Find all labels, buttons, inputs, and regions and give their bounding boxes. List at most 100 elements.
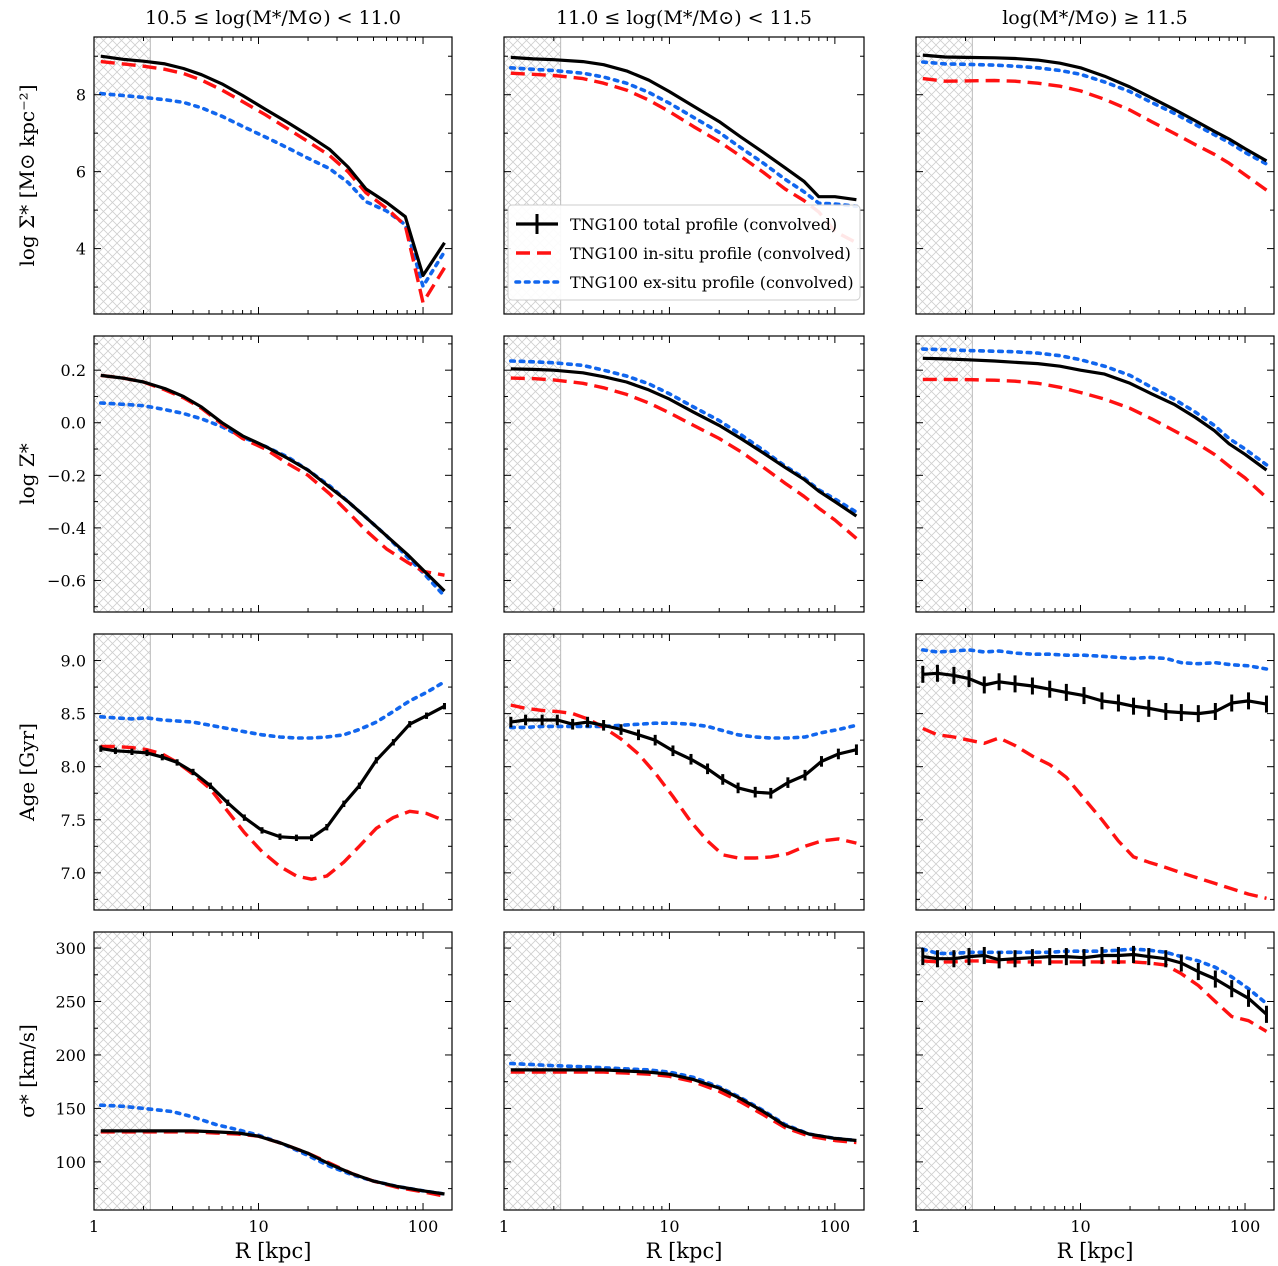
series-line-exsitu — [99, 679, 447, 740]
legend-box — [507, 204, 861, 301]
series-group — [920, 347, 1269, 499]
series-line-exsitu — [508, 1061, 859, 1143]
panel-frame — [93, 36, 453, 315]
panel-r1-c1 — [503, 335, 865, 613]
shaded-region — [916, 932, 973, 1210]
series-line-total — [100, 704, 446, 840]
series-line-total — [510, 1068, 857, 1143]
series-line-insitu — [100, 373, 445, 577]
series-line-exsitu — [920, 60, 1269, 166]
y-axis-label: Age [Gyr] — [15, 723, 39, 822]
y-tick-label: 7.0 — [61, 864, 86, 883]
column-title: 11.0 ≤ log(M*/M⊙) < 11.5 — [556, 7, 812, 29]
series-line-total — [100, 373, 446, 593]
panel-frame — [915, 633, 1275, 911]
x-axis-label: R [kpc] — [1057, 1239, 1134, 1263]
shaded-region — [916, 37, 973, 314]
shaded-region — [916, 634, 973, 910]
series-group — [508, 1061, 859, 1145]
shaded-region — [94, 932, 151, 1210]
series-line-insitu — [510, 71, 858, 245]
column-title: log(M*/M⊙) ≥ 11.5 — [1002, 7, 1188, 29]
series-line-exsitu — [508, 359, 859, 514]
panel-r2-c0: 7.0 7.5 8.0 8.5 9.0 — [61, 633, 453, 911]
shaded-region — [94, 634, 151, 910]
y-axis-label: log Σ* [M⊙ kpc⁻²] — [15, 85, 39, 267]
series-line-total — [922, 952, 1268, 1016]
y-tick-label: 9.0 — [61, 652, 86, 671]
panel-frame — [503, 335, 865, 613]
y-tick-label: −0.2 — [47, 466, 86, 485]
y-tick-label: 0.2 — [61, 361, 86, 380]
series-line-exsitu — [920, 347, 1269, 467]
panel-frame — [503, 931, 865, 1211]
series-line-total — [922, 53, 1268, 163]
y-tick-label: 8 — [76, 86, 86, 105]
panel-frame — [915, 335, 1275, 613]
series-line-insitu — [510, 376, 858, 540]
y-tick-label: 4 — [76, 240, 86, 259]
panel-frame — [93, 633, 453, 911]
legend-label: TNG100 total profile (convolved) — [570, 215, 837, 234]
series-line-total — [510, 367, 858, 518]
legend-label: TNG100 ex-situ profile (convolved) — [570, 273, 854, 292]
y-tick-label: 7.5 — [61, 811, 86, 830]
x-tick-label: 100 — [820, 1217, 851, 1236]
y-tick-label: 6 — [76, 163, 86, 182]
series-line-exsitu — [920, 648, 1269, 671]
y-axis-label: log Z* — [15, 443, 39, 505]
y-tick-label: 100 — [55, 1153, 86, 1172]
y-tick-label: 150 — [55, 1099, 86, 1118]
x-tick-label: 10 — [1070, 1217, 1090, 1236]
x-tick-label: 1 — [89, 1217, 99, 1236]
series-line-insitu — [510, 703, 857, 860]
series-line-exsitu — [99, 91, 447, 289]
panel-r2-c2 — [915, 633, 1275, 911]
series-line-insitu — [922, 377, 1268, 499]
legend: TNG100 total profile (convolved) TNG100 i… — [507, 204, 861, 301]
panel-r0-c2 — [915, 36, 1275, 315]
panel-frame — [915, 931, 1275, 1211]
x-tick-label: 1 — [911, 1217, 921, 1236]
panel-r2-c1 — [503, 633, 865, 911]
series-line-insitu — [922, 959, 1268, 1033]
shaded-region — [504, 336, 561, 612]
series-line-exsitu — [920, 947, 1269, 1006]
series-line-total — [100, 1129, 445, 1196]
series-group — [508, 55, 859, 245]
y-axis-label: σ* [km/s] — [15, 1024, 39, 1118]
series-group — [920, 53, 1269, 192]
series-group — [920, 648, 1269, 900]
x-axis-label: R [kpc] — [646, 1239, 723, 1263]
panel-frame — [93, 931, 453, 1211]
panel-r3-c1: 1 10 100 — [499, 931, 865, 1236]
series-group — [99, 679, 447, 881]
panel-frame — [503, 36, 865, 315]
series-group — [99, 373, 447, 599]
series-group — [99, 1103, 447, 1198]
x-tick-label: 10 — [248, 1217, 268, 1236]
panel-r3-c2: 1 10 100 — [911, 931, 1275, 1236]
x-tick-label: 10 — [659, 1217, 679, 1236]
shaded-region — [916, 336, 973, 612]
series-line-total — [510, 55, 857, 202]
x-tick-label: 100 — [1230, 1217, 1261, 1236]
series-line-exsitu — [99, 401, 447, 599]
y-tick-label: 8.5 — [61, 705, 86, 724]
y-tick-label: 300 — [55, 939, 86, 958]
series-line-total — [922, 356, 1268, 472]
panel-frame — [503, 633, 865, 911]
y-tick-label: 250 — [55, 993, 86, 1012]
column-title: 10.5 ≤ log(M*/M⊙) < 11.0 — [145, 7, 401, 29]
series-line-insitu — [510, 1070, 857, 1145]
series-line-total — [510, 718, 857, 795]
series-group — [508, 359, 859, 540]
y-tick-label: 0.0 — [61, 414, 86, 433]
panel-r1-c0: −0.6 −0.4 −0.2 0.0 0.2 — [47, 335, 453, 613]
series-group — [508, 703, 859, 860]
y-tick-label: 200 — [55, 1046, 86, 1065]
y-tick-label: −0.4 — [47, 519, 86, 538]
series-group — [99, 54, 447, 305]
shaded-region — [94, 37, 151, 314]
panel-r1-c2 — [915, 335, 1275, 613]
